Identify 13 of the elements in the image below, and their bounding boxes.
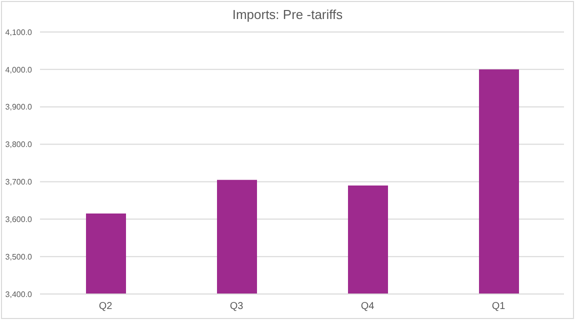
x-tick-label: Q4 <box>360 301 375 312</box>
y-tick-label: 3,600.0 <box>5 214 33 224</box>
chart-title: Imports: Pre -tariffs <box>231 7 344 22</box>
x-tick-label: Q3 <box>230 301 244 312</box>
x-tick-label: Q2 <box>98 301 113 312</box>
y-tick-label: 3,900.0 <box>5 102 33 112</box>
y-tick-label: 3,700.0 <box>5 178 33 187</box>
y-tick-label: 3,500.0 <box>5 252 33 262</box>
x-tick-label: Q1 <box>492 301 506 312</box>
y-tick-label: 3,800.0 <box>5 140 33 150</box>
y-tick-label: 4,000.0 <box>5 65 33 74</box>
y-tick-label: 3,400.0 <box>5 290 33 299</box>
y-tick-label: 4,100.0 <box>5 28 33 37</box>
